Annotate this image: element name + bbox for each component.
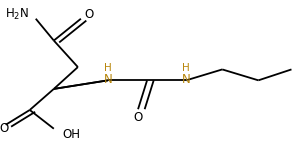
Text: N: N [182,73,191,85]
Text: O: O [0,122,9,135]
Text: N: N [104,73,112,85]
Text: O: O [85,7,94,21]
Text: OH: OH [63,128,81,141]
Text: O: O [133,111,143,124]
Text: H: H [104,63,112,73]
Text: H: H [182,63,190,73]
Text: H$_2$N: H$_2$N [5,7,29,22]
